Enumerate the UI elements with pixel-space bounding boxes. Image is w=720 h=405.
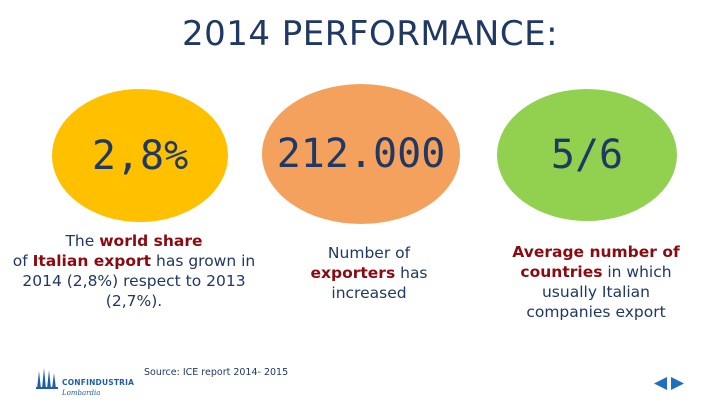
confindustria-logo: CONFINDUSTRIA Lombardia [34,365,154,405]
exporters-circle: 212.000 [262,84,460,224]
triangle-left-icon[interactable] [653,376,668,391]
desc-text: of [12,252,33,271]
desc-highlight: Average number of countries [512,243,680,282]
countries-circle: 5/6 [497,89,677,221]
countries-description: Average number of countries in which usu… [498,242,694,323]
logo-subtitle: Lombardia [62,389,101,397]
world-share-value: 2,8% [91,132,189,179]
triangle-right-icon[interactable] [670,376,685,391]
desc-highlight: exporters [310,264,396,283]
logo-mark-icon [36,368,58,389]
exporters-description: Number of exporters has increased [296,243,442,303]
page-title: 2014 PERFORMANCE: [181,14,559,54]
source-note: Source: ICE report 2014- 2015 [144,367,289,378]
desc-text: in which usually Italian companies expor… [526,263,672,322]
desc-text: Number of [327,244,411,262]
logo-name: CONFINDUSTRIA [62,378,135,387]
countries-value: 5/6 [550,132,624,178]
exporters-value: 212.000 [276,131,446,177]
world-share-circle: 2,8% [52,89,228,222]
desc-text: has grown in 2014 (2,8%) respect to 2013… [22,252,256,311]
desc-highlight: Italian export [32,252,152,271]
desc-text: has increased [331,264,428,303]
desc-highlight: world share [99,232,203,250]
world-share-description: The world share of Italian export has gr… [4,231,264,312]
desc-text: The [65,232,100,250]
